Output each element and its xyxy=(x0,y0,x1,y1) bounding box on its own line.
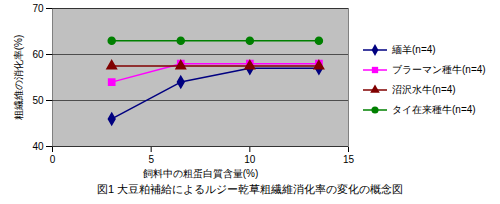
svg-text:粗繊維の消化率(%): 粗繊維の消化率(%) xyxy=(13,35,24,121)
svg-text:10: 10 xyxy=(244,154,256,165)
svg-text:70: 70 xyxy=(32,3,44,14)
svg-text:0: 0 xyxy=(50,154,56,165)
html-text:タイ在来種牛(n=4): タイ在来種牛(n=4) xyxy=(392,104,476,115)
svg-text:15: 15 xyxy=(343,154,355,165)
svg-text:40: 40 xyxy=(32,141,44,152)
html-text:図1 大豆粕補給によるルジー乾草粗繊維消化率の変化の概念図: 図1 大豆粕補給によるルジー乾草粗繊維消化率の変化の概念図 xyxy=(96,183,404,195)
html-text:沼沢水牛(n=4): 沼沢水牛(n=4) xyxy=(392,84,456,95)
html-text:ブラーマン種牛(n=4): ブラーマン種牛(n=4) xyxy=(392,64,486,75)
html-text:緬羊(n=4): 緬羊(n=4) xyxy=(392,44,436,55)
svg-text:飼料中の粗蛋白質含量(%): 飼料中の粗蛋白質含量(%) xyxy=(143,168,259,179)
svg-text:60: 60 xyxy=(32,49,44,60)
svg-text:5: 5 xyxy=(148,154,154,165)
svg-text:50: 50 xyxy=(32,95,44,106)
